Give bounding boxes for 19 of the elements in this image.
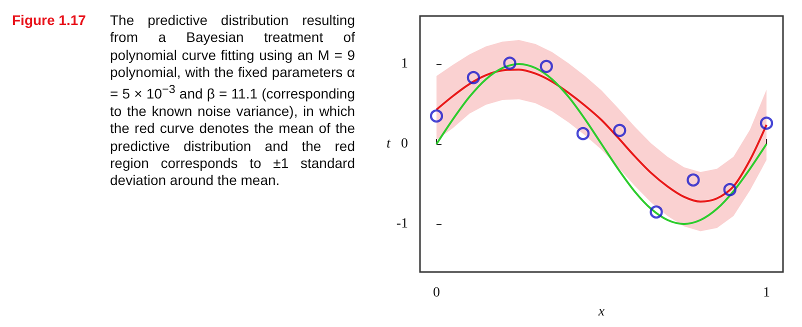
point bbox=[723, 183, 736, 196]
point bbox=[650, 205, 663, 219]
line-series bbox=[436, 68, 768, 203]
point bbox=[540, 60, 553, 73]
y-tick-label: 1 bbox=[401, 56, 408, 72]
point bbox=[613, 124, 626, 137]
text: The predictive distribution resulting from a Bayesian treatment of polynomial curve fitting using an M = 9 polynomial, with the fixed parameters α = 5 × 10$^{−3}$ and β = 11.1 (corresponding to the known noise variance), in which the red curve denotes the mean of the predictive distribution and the red region corresponds to ±1 standard deviation around the mean. bbox=[110, 12, 355, 188]
y-axis-title: t bbox=[386, 136, 392, 152]
y-tick-label: -1 bbox=[396, 216, 408, 232]
line-series bbox=[436, 63, 768, 225]
point bbox=[686, 173, 700, 187]
point bbox=[576, 127, 590, 140]
point bbox=[503, 56, 516, 70]
point bbox=[760, 116, 774, 130]
x-axis-title: x bbox=[597, 304, 606, 320]
y-tick-label: 0 bbox=[401, 136, 408, 152]
point bbox=[466, 71, 480, 84]
point bbox=[430, 109, 444, 123]
text: Figure 1.17 bbox=[12, 12, 86, 28]
